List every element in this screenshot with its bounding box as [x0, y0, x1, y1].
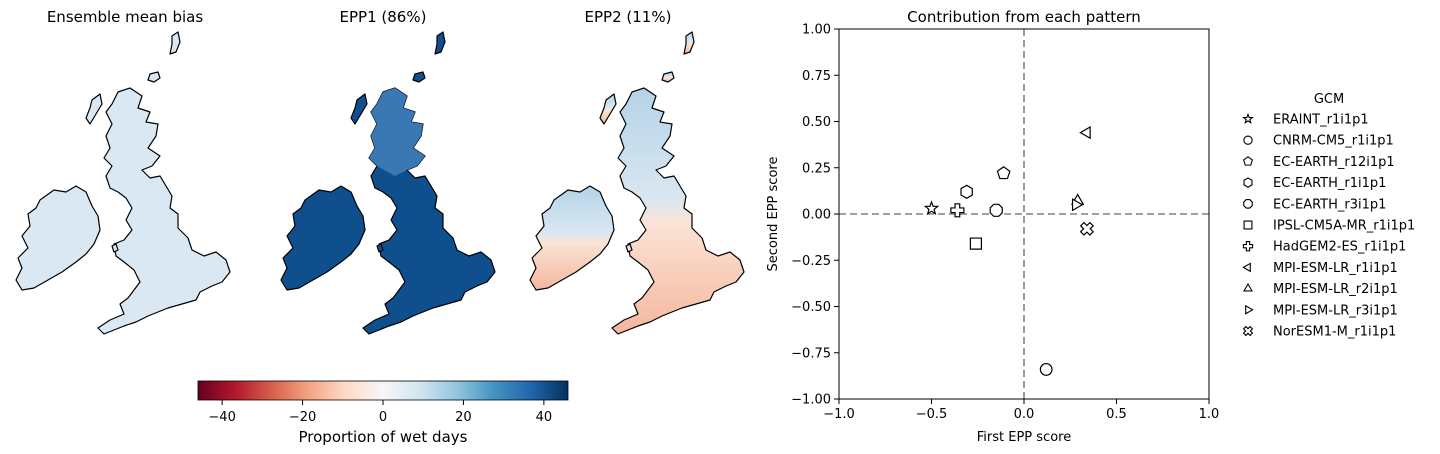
legend-label: EC-EARTH_r1i1p1	[1273, 176, 1386, 191]
x-tick-label: 1.0	[1199, 407, 1220, 422]
legend-marker	[1242, 325, 1254, 337]
data-point-ec-earth-r3i1p1	[989, 203, 1003, 217]
legend-label: EC-EARTH_r3i1p1	[1273, 197, 1386, 212]
colorbar-tick-label: −20	[289, 410, 316, 425]
x-tick-label: −0.5	[916, 407, 948, 422]
data-point-ipsl-cm5a-mr-r1i1p1	[969, 237, 983, 250]
colorbar-tick-label: 0	[379, 410, 387, 425]
chart-title: Contribution from each pattern	[907, 8, 1141, 26]
legend-marker	[1243, 220, 1253, 230]
x-tick-label: 0.0	[1014, 407, 1035, 422]
legend-label: NorESM1-M_r1i1p1	[1273, 325, 1396, 340]
data-point-eraint-r1i1p1	[923, 200, 940, 216]
legend-label: HadGEM2-ES_r1i1p1	[1273, 240, 1406, 255]
reference-lines	[839, 29, 1209, 399]
y-tick-label: 0.00	[802, 208, 831, 223]
y-tick-label: −0.50	[791, 300, 831, 315]
legend: GCM ERAINT_r1i1p1 CNRM-CM5_r1i1p1 EC-EARTH…	[1242, 92, 1415, 340]
colorbar-ticks: −40 −20 0 20 40	[208, 400, 552, 425]
y-tick-label: 0.50	[802, 115, 831, 130]
legend-label: IPSL-CM5A-MR_r1i1p1	[1273, 219, 1415, 234]
map-ensemble-mean-bias	[15, 31, 231, 335]
y-axis-label: Second EPP score	[766, 157, 781, 272]
x-tick-label: 0.5	[1106, 407, 1127, 422]
x-tick-label: −1.0	[823, 407, 855, 422]
legend-items: ERAINT_r1i1p1 CNRM-CM5_r1i1p1 EC-EARTH_r12…	[1242, 112, 1415, 340]
legend-label: MPI-ESM-LR_r2i1p1	[1273, 282, 1398, 297]
legend-marker	[1242, 241, 1254, 252]
data-point-ec-earth-r12i1p1	[996, 166, 1011, 180]
scatter-points	[923, 125, 1094, 376]
map-title-epp2: EPP2 (11%)	[585, 8, 672, 26]
data-point-mpi-esm-lr-r3i1p1	[1071, 198, 1084, 212]
legend-marker	[1243, 199, 1253, 209]
colorbar-label: Proportion of wet days	[299, 428, 468, 446]
colorbar-tick-label: 20	[455, 410, 472, 425]
data-point-noresm1-m-r1i1p1	[1079, 221, 1094, 236]
data-point-cnrm-cm5-r1i1p1	[1039, 362, 1053, 376]
y-axis-ticks: 1.00 0.75 0.50 0.25 0.00 −0.25 −0.50 −0.75 −1.00	[791, 23, 839, 408]
legend-title: GCM	[1314, 92, 1344, 107]
legend-label: MPI-ESM-LR_r1i1p1	[1273, 261, 1398, 276]
y-tick-label: −0.25	[791, 254, 831, 269]
legend-marker	[1243, 135, 1253, 145]
legend-marker	[1245, 304, 1254, 315]
colorbar-tick-label: −40	[208, 410, 235, 425]
map-title-epp1: EPP1 (86%)	[340, 8, 427, 26]
scatter-panel: Contribution from each pattern −1.0 −0.5 0…	[766, 8, 1219, 445]
epp1-north-shading	[369, 88, 425, 176]
colorbar-tick-label: 40	[536, 410, 553, 425]
legend-label: EC-EARTH_r12i1p1	[1273, 155, 1395, 170]
data-point-mpi-esm-lr-r1i1p1	[1079, 125, 1091, 140]
legend-label: ERAINT_r1i1p1	[1273, 113, 1369, 128]
legend-marker	[1242, 262, 1251, 273]
legend-label: CNRM-CM5_r1i1p1	[1273, 134, 1394, 149]
y-tick-label: −1.00	[791, 393, 831, 408]
x-axis-label: First EPP score	[977, 430, 1071, 445]
legend-marker	[1243, 177, 1253, 188]
legend-marker	[1242, 112, 1254, 124]
legend-label: MPI-ESM-LR_r3i1p1	[1273, 303, 1398, 318]
colorbar-gradient	[197, 380, 569, 401]
legend-marker	[1242, 156, 1254, 166]
colorbar: −40 −20 0 20 40 Proportion of wet days	[197, 380, 569, 446]
data-point-ec-earth-r1i1p1	[960, 184, 973, 199]
y-tick-label: 0.75	[802, 69, 831, 84]
y-tick-label: −0.75	[791, 346, 831, 361]
y-tick-label: 1.00	[802, 23, 831, 38]
data-point-hadgem2-es-r1i1p1	[950, 203, 965, 218]
map-epp2	[529, 31, 745, 335]
map-epp1	[280, 31, 496, 335]
legend-marker	[1243, 282, 1253, 292]
map-title-ensemble: Ensemble mean bias	[47, 8, 204, 26]
x-axis-ticks: −1.0 −0.5 0.0 0.5 1.0	[823, 399, 1219, 422]
y-tick-label: 0.25	[802, 161, 831, 176]
